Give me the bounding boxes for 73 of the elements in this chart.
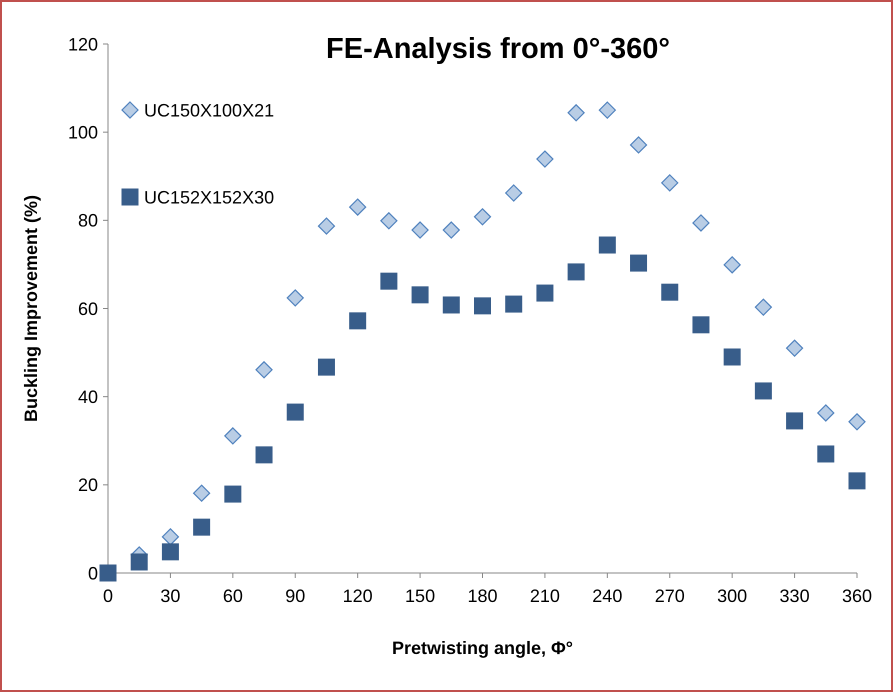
point bbox=[256, 446, 273, 464]
point bbox=[411, 221, 429, 239]
point bbox=[412, 286, 429, 304]
x-tick-label: 330 bbox=[780, 586, 810, 606]
x-tick-label: 0 bbox=[102, 586, 114, 606]
point bbox=[786, 412, 804, 430]
y-tick-label: 80 bbox=[78, 210, 98, 231]
x-tick-label: 300 bbox=[717, 586, 748, 606]
point bbox=[474, 208, 492, 226]
point bbox=[568, 104, 585, 122]
point bbox=[630, 254, 648, 272]
y-tick-label: 100 bbox=[68, 122, 98, 142]
point bbox=[224, 427, 242, 444]
point bbox=[193, 518, 210, 536]
point bbox=[598, 236, 616, 254]
point bbox=[318, 217, 336, 235]
point bbox=[661, 174, 678, 192]
x-tick-label: 60 bbox=[222, 586, 243, 606]
point bbox=[848, 413, 866, 430]
point bbox=[193, 484, 210, 502]
point bbox=[380, 212, 398, 230]
y-tick-label: 0 bbox=[88, 563, 98, 584]
x-tick-label: 210 bbox=[530, 586, 560, 606]
point bbox=[349, 312, 366, 330]
point bbox=[848, 472, 866, 490]
legend-label: UC152X152X30 bbox=[144, 187, 274, 208]
point bbox=[130, 553, 148, 570]
point bbox=[442, 221, 460, 239]
point bbox=[318, 358, 335, 376]
point bbox=[724, 348, 741, 366]
x-tick-label: 360 bbox=[842, 586, 872, 606]
point bbox=[568, 263, 585, 280]
point bbox=[505, 296, 522, 313]
point bbox=[754, 298, 772, 316]
point bbox=[754, 382, 772, 400]
point bbox=[442, 296, 460, 314]
point bbox=[598, 102, 616, 119]
x-tick-label: 240 bbox=[592, 586, 622, 606]
point bbox=[255, 361, 273, 378]
point bbox=[536, 150, 554, 168]
y-axis-title: Buckling Improvement (%) bbox=[21, 194, 41, 422]
point bbox=[817, 404, 834, 422]
point bbox=[786, 340, 804, 357]
chart-title: FE-Analysis from 0°-360° bbox=[326, 33, 670, 65]
x-tick-label: 180 bbox=[467, 586, 498, 606]
point bbox=[162, 543, 179, 560]
point bbox=[286, 289, 304, 307]
point bbox=[724, 256, 741, 274]
point bbox=[692, 214, 710, 232]
x-tick-label: 120 bbox=[342, 586, 373, 606]
y-tick-label: 40 bbox=[78, 386, 98, 407]
x-tick-label: 30 bbox=[160, 586, 180, 606]
y-tick-label: 120 bbox=[68, 34, 98, 54]
point bbox=[100, 564, 116, 582]
point bbox=[224, 486, 242, 503]
x-tick-label: 90 bbox=[285, 586, 306, 606]
x-tick-label: 270 bbox=[654, 586, 685, 606]
point bbox=[630, 136, 648, 154]
point bbox=[286, 404, 304, 421]
point bbox=[380, 272, 398, 290]
y-tick-label: 60 bbox=[78, 298, 98, 319]
point bbox=[474, 297, 491, 314]
legend-label: UC150X100X21 bbox=[144, 100, 274, 120]
point bbox=[661, 284, 678, 301]
x-tick-label: 150 bbox=[405, 586, 436, 606]
point bbox=[349, 198, 366, 216]
y-tick-label: 20 bbox=[78, 475, 98, 496]
point bbox=[817, 445, 834, 462]
point bbox=[536, 284, 554, 302]
point bbox=[162, 528, 180, 546]
point bbox=[692, 316, 710, 334]
point bbox=[505, 184, 522, 202]
x-axis-title: Pretwisting angle, Φ° bbox=[392, 638, 574, 658]
